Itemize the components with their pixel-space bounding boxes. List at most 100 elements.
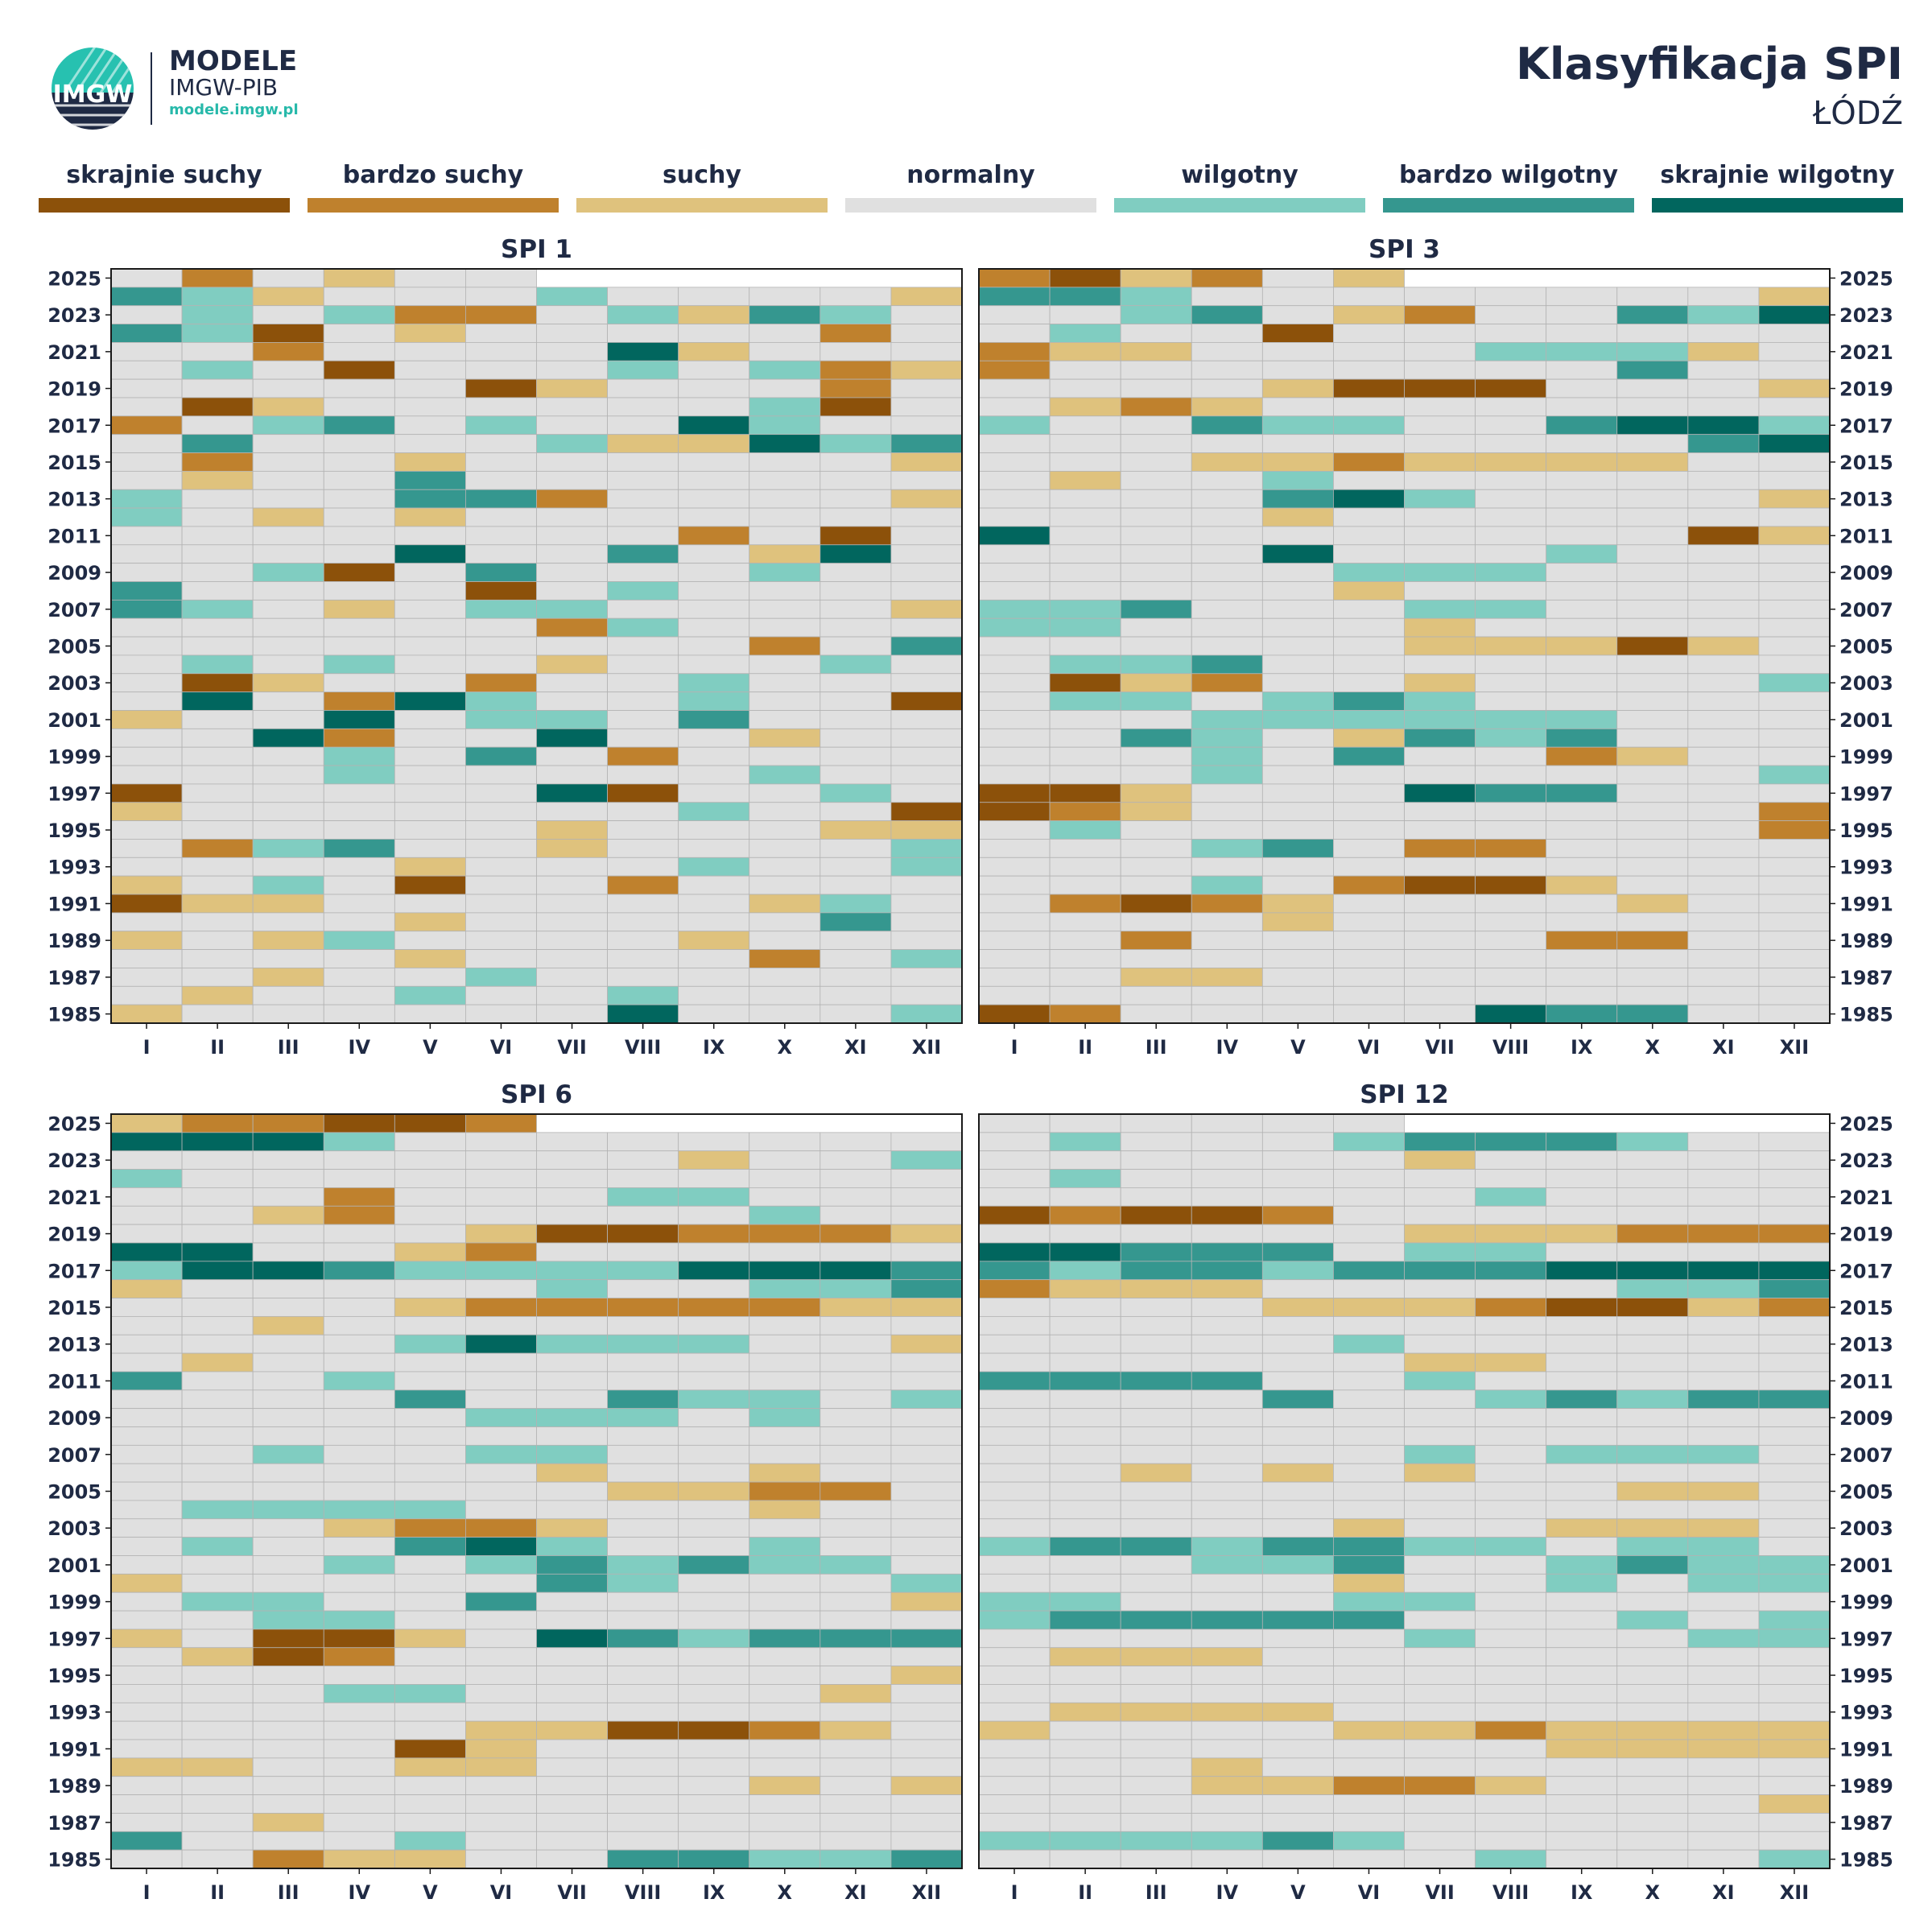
heatmap-cell bbox=[1546, 1647, 1618, 1667]
heatmap-cell bbox=[1333, 1315, 1405, 1335]
brand-url[interactable]: modele.imgw.pl bbox=[169, 101, 299, 118]
heatmap-cell bbox=[1758, 746, 1831, 766]
heatmap-cell bbox=[394, 636, 466, 656]
heatmap-cell bbox=[749, 654, 821, 675]
heatmap-cell bbox=[1475, 1629, 1547, 1649]
heatmap-cell bbox=[1475, 1169, 1547, 1188]
heatmap-cell bbox=[1049, 1518, 1121, 1538]
heatmap-cell bbox=[252, 1720, 324, 1740]
heatmap-cell bbox=[1120, 1205, 1192, 1225]
heatmap-cell bbox=[252, 783, 324, 803]
heatmap-cell bbox=[890, 1794, 963, 1814]
heatmap-cell bbox=[1261, 1666, 1334, 1685]
legend-label: skrajnie suchy bbox=[66, 161, 262, 189]
heatmap-cell bbox=[465, 746, 537, 766]
heatmap-cell bbox=[1475, 1279, 1547, 1298]
heatmap-cell bbox=[323, 470, 395, 490]
heatmap-cell bbox=[394, 1298, 466, 1317]
heatmap-cell bbox=[607, 654, 679, 675]
heatmap-cell bbox=[536, 581, 608, 601]
heatmap-cell bbox=[394, 1444, 466, 1464]
heatmap-cell bbox=[1546, 617, 1618, 638]
heatmap-cell bbox=[1546, 342, 1618, 361]
imgw-logo: IMGW bbox=[52, 47, 152, 130]
heatmap-cell bbox=[1333, 710, 1405, 729]
heatmap-cell bbox=[1546, 1610, 1618, 1630]
heatmap-cell bbox=[1049, 654, 1121, 675]
heatmap-cell bbox=[678, 1444, 750, 1464]
heatmap-cell bbox=[607, 1169, 679, 1188]
heatmap-cell bbox=[465, 1426, 537, 1446]
heatmap-cell bbox=[1333, 1004, 1405, 1024]
heatmap-cell bbox=[465, 968, 537, 987]
heatmap-cell bbox=[323, 1647, 395, 1667]
heatmap-cell bbox=[749, 1444, 821, 1464]
heatmap-cell bbox=[181, 1371, 254, 1391]
heatmap-cell bbox=[536, 507, 608, 527]
heatmap-cell bbox=[1687, 397, 1760, 417]
heatmap-cell bbox=[465, 728, 537, 748]
legend-swatch bbox=[576, 198, 828, 213]
heatmap-cell bbox=[1191, 268, 1263, 288]
heatmap-cell bbox=[1475, 1224, 1547, 1244]
heatmap-cell bbox=[1404, 1261, 1476, 1281]
heatmap-cell bbox=[1261, 1573, 1334, 1593]
heatmap-cell bbox=[1616, 912, 1689, 932]
heatmap-cell bbox=[1120, 378, 1192, 398]
heatmap-cell bbox=[181, 1298, 254, 1317]
heatmap-cell bbox=[890, 1720, 963, 1740]
heatmap-cell bbox=[1758, 324, 1831, 343]
heatmap-cell bbox=[749, 746, 821, 766]
heatmap-cell bbox=[1120, 673, 1192, 693]
heatmap-cell bbox=[536, 544, 608, 564]
heatmap-cell bbox=[1546, 1315, 1618, 1335]
heatmap-cell bbox=[819, 728, 892, 748]
heatmap-cell bbox=[607, 949, 679, 968]
heatmap-cell bbox=[1333, 839, 1405, 858]
heatmap-cell bbox=[678, 1224, 750, 1244]
heatmap-cell bbox=[978, 305, 1051, 324]
heatmap-cell bbox=[1191, 324, 1263, 343]
heatmap-cell bbox=[890, 1242, 963, 1262]
heatmap-cell bbox=[1616, 765, 1689, 785]
heatmap-cell bbox=[890, 1629, 963, 1649]
heatmap-cell bbox=[1758, 434, 1831, 453]
heatmap-cell bbox=[1546, 1004, 1618, 1024]
heatmap-cell bbox=[890, 342, 963, 361]
heatmap-cell bbox=[607, 1831, 679, 1851]
heatmap-cell bbox=[252, 1757, 324, 1777]
heatmap-cell bbox=[252, 1849, 324, 1869]
heatmap-cell bbox=[607, 1813, 679, 1832]
heatmap-cell bbox=[394, 1279, 466, 1298]
heatmap-cell bbox=[607, 1352, 679, 1373]
heatmap-cell bbox=[607, 360, 679, 380]
heatmap-cell bbox=[819, 1610, 892, 1630]
heatmap-cell bbox=[394, 1205, 466, 1225]
heatmap-cell bbox=[1616, 1500, 1689, 1520]
heatmap-cell bbox=[607, 1537, 679, 1556]
heatmap-cell bbox=[394, 1757, 466, 1777]
heatmap-cell bbox=[252, 1187, 324, 1207]
heatmap-cell bbox=[890, 1224, 963, 1244]
heatmap-cell bbox=[678, 1684, 750, 1703]
heatmap-cell bbox=[678, 673, 750, 693]
heatmap-cell bbox=[252, 673, 324, 693]
heatmap-cell bbox=[536, 1352, 608, 1373]
heatmap-cell bbox=[323, 268, 395, 288]
heatmap-cell bbox=[1404, 1242, 1476, 1262]
heatmap-cell bbox=[394, 1132, 466, 1152]
heatmap-cell bbox=[1120, 765, 1192, 785]
heatmap-cell bbox=[1120, 1113, 1192, 1133]
heatmap-cell bbox=[1475, 654, 1547, 675]
heatmap-cell bbox=[1049, 1389, 1121, 1410]
heatmap-cell bbox=[536, 1500, 608, 1520]
x-tick-label: IV bbox=[349, 1036, 371, 1059]
x-tick-label: VII bbox=[1425, 1881, 1454, 1904]
heatmap-cell bbox=[819, 1426, 892, 1446]
x-tick-label: X bbox=[1645, 1036, 1661, 1059]
heatmap-cell bbox=[110, 489, 183, 509]
heatmap-cell bbox=[1687, 636, 1760, 656]
heatmap-cell bbox=[1616, 507, 1689, 527]
heatmap-cell bbox=[252, 1555, 324, 1575]
heatmap-cell bbox=[1191, 1224, 1263, 1244]
